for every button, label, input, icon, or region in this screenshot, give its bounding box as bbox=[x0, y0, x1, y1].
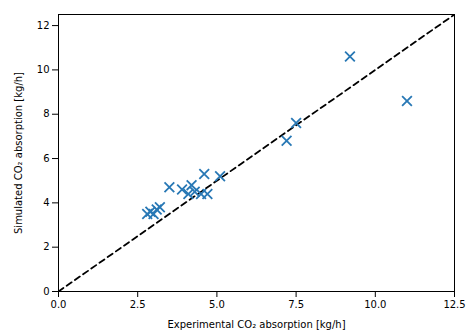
svg-text:12: 12 bbox=[37, 20, 50, 31]
svg-text:2: 2 bbox=[43, 241, 49, 252]
svg-text:5.0: 5.0 bbox=[209, 299, 225, 310]
svg-text:7.5: 7.5 bbox=[288, 299, 304, 310]
svg-text:8: 8 bbox=[43, 108, 49, 119]
svg-text:6: 6 bbox=[43, 153, 49, 164]
svg-text:2.5: 2.5 bbox=[130, 299, 146, 310]
svg-text:10: 10 bbox=[37, 64, 50, 75]
svg-text:10.0: 10.0 bbox=[364, 299, 386, 310]
svg-text:0.0: 0.0 bbox=[51, 299, 67, 310]
svg-text:4: 4 bbox=[43, 197, 49, 208]
svg-text:Simulated CO₂ absorption [kg/h: Simulated CO₂ absorption [kg/h] bbox=[13, 72, 24, 234]
svg-text:12.5: 12.5 bbox=[443, 299, 465, 310]
svg-text:0: 0 bbox=[43, 286, 49, 297]
svg-text:Experimental CO₂ absorption [k: Experimental CO₂ absorption [kg/h] bbox=[167, 319, 345, 330]
